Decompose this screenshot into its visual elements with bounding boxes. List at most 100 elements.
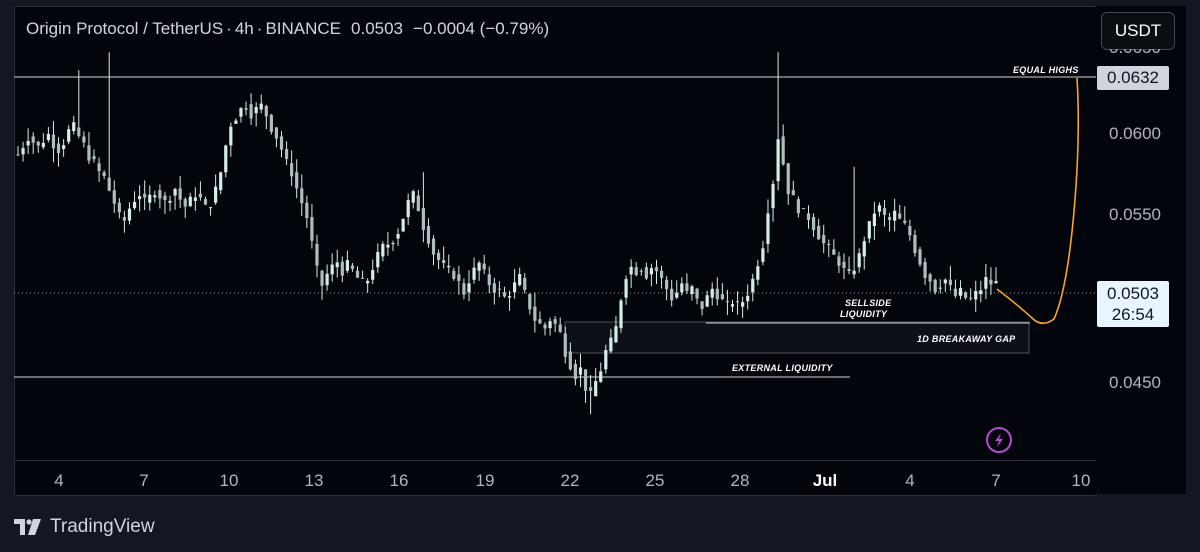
equal-highs-price-tag: 0.0632 [1097, 66, 1169, 90]
time-axis-divider [14, 460, 1096, 461]
candle-body [411, 191, 415, 203]
candle-body [908, 226, 912, 236]
candle-body [340, 261, 344, 276]
candle-body [969, 297, 973, 299]
candle-body [315, 243, 319, 266]
candle-body [462, 283, 466, 295]
tradingview-brand[interactable]: TradingView [14, 516, 155, 538]
interval-label[interactable]: 4h [234, 19, 254, 38]
sellside-label-line1: SELLSIDE [845, 298, 892, 308]
projection-curve [996, 77, 1080, 325]
candle-body [208, 207, 213, 209]
candle-body [771, 183, 775, 209]
candle-body [234, 120, 238, 124]
candle-body [963, 292, 968, 298]
candle-body [102, 172, 106, 176]
candle-body [893, 210, 897, 221]
candle-body [938, 287, 942, 289]
candle-body [507, 296, 512, 298]
candle-body [431, 238, 436, 255]
time-label: 10 [1071, 471, 1091, 490]
candle-body [239, 108, 243, 117]
price-label: 0.0600 [1109, 124, 1161, 143]
candle-body [528, 294, 532, 310]
candle-body [457, 274, 461, 281]
candle-body [127, 208, 132, 221]
candle-body [502, 292, 507, 297]
candle-body [594, 381, 598, 397]
candle-body [933, 279, 937, 293]
equal-highs-label: EQUAL HIGHS [1013, 65, 1079, 75]
candle-body [685, 283, 689, 292]
candle-body [117, 202, 121, 213]
candle-body [887, 217, 892, 220]
candle-body [518, 274, 522, 286]
candle-body [82, 136, 86, 143]
time-label: 25 [645, 471, 665, 490]
candle-body [122, 217, 127, 221]
time-label: 19 [475, 471, 495, 490]
candle-body [310, 217, 314, 241]
candle-body [67, 129, 71, 142]
time-label: 7 [991, 471, 1001, 490]
candle-body [467, 283, 471, 293]
candle-body [513, 282, 517, 293]
candle-body [72, 122, 76, 132]
candle-body [284, 148, 289, 159]
currency-button[interactable]: USDT [1101, 12, 1175, 50]
candle-body [168, 200, 172, 203]
candle-body [776, 139, 780, 182]
candle-body [786, 163, 790, 195]
candle-body [568, 351, 572, 370]
header-separator: · [256, 19, 263, 38]
candle-body [376, 252, 380, 268]
symbol-header[interactable]: Origin Protocol / TetherUS · 4h · BINANCE 0.0… [26, 19, 549, 39]
external-liquidity-label: EXTERNAL LIQUIDITY [732, 363, 833, 373]
candle-body [416, 195, 420, 212]
candle-body [36, 141, 40, 146]
candle-body [948, 279, 952, 286]
candle-body [791, 190, 795, 196]
candlestick-chart[interactable]: EQUAL HIGHS SELLSIDE LIQUIDITY 1D BREAKA… [14, 6, 1096, 460]
candle-body [898, 213, 902, 219]
candle-body [877, 205, 882, 212]
brand-name: TradingView [50, 516, 155, 537]
candle-body [872, 213, 876, 226]
breakaway-gap-label: 1D BREAKAWAY GAP [917, 334, 1016, 344]
candle-body [158, 190, 162, 199]
candle-body [974, 290, 978, 300]
candle-body [710, 288, 714, 298]
candle-body [87, 145, 91, 161]
candle-body [817, 226, 821, 240]
candle-body [563, 333, 567, 357]
candle-body [720, 294, 724, 300]
candle-body [796, 199, 800, 214]
time-label: 16 [389, 471, 409, 490]
candle-body [862, 241, 866, 257]
candle-body [153, 195, 157, 198]
candle-body [665, 279, 669, 290]
candle-body [822, 234, 826, 244]
candle-body [51, 134, 56, 149]
price-label-partial: 0.0650 [1109, 49, 1161, 55]
candle-body [421, 208, 425, 231]
candle-body [442, 260, 446, 264]
candle-body [477, 262, 481, 271]
candle-body [756, 266, 760, 280]
candle-body [715, 288, 719, 300]
candle-body [366, 280, 370, 284]
candle-body [700, 301, 704, 309]
candle-body [295, 172, 299, 189]
candle-body [31, 136, 35, 143]
candle-body [259, 103, 263, 110]
candle-body [107, 177, 111, 191]
last-price: 0.0503 [351, 19, 404, 38]
candle-body [558, 324, 562, 332]
lightning-icon[interactable] [986, 427, 1012, 453]
time-label: 28 [730, 471, 750, 490]
sellside-label-line2: LIQUIDITY [840, 309, 888, 319]
candle-body [173, 189, 177, 196]
candle-body [832, 249, 836, 255]
candles-group [16, 52, 998, 415]
candle-body [730, 304, 735, 307]
